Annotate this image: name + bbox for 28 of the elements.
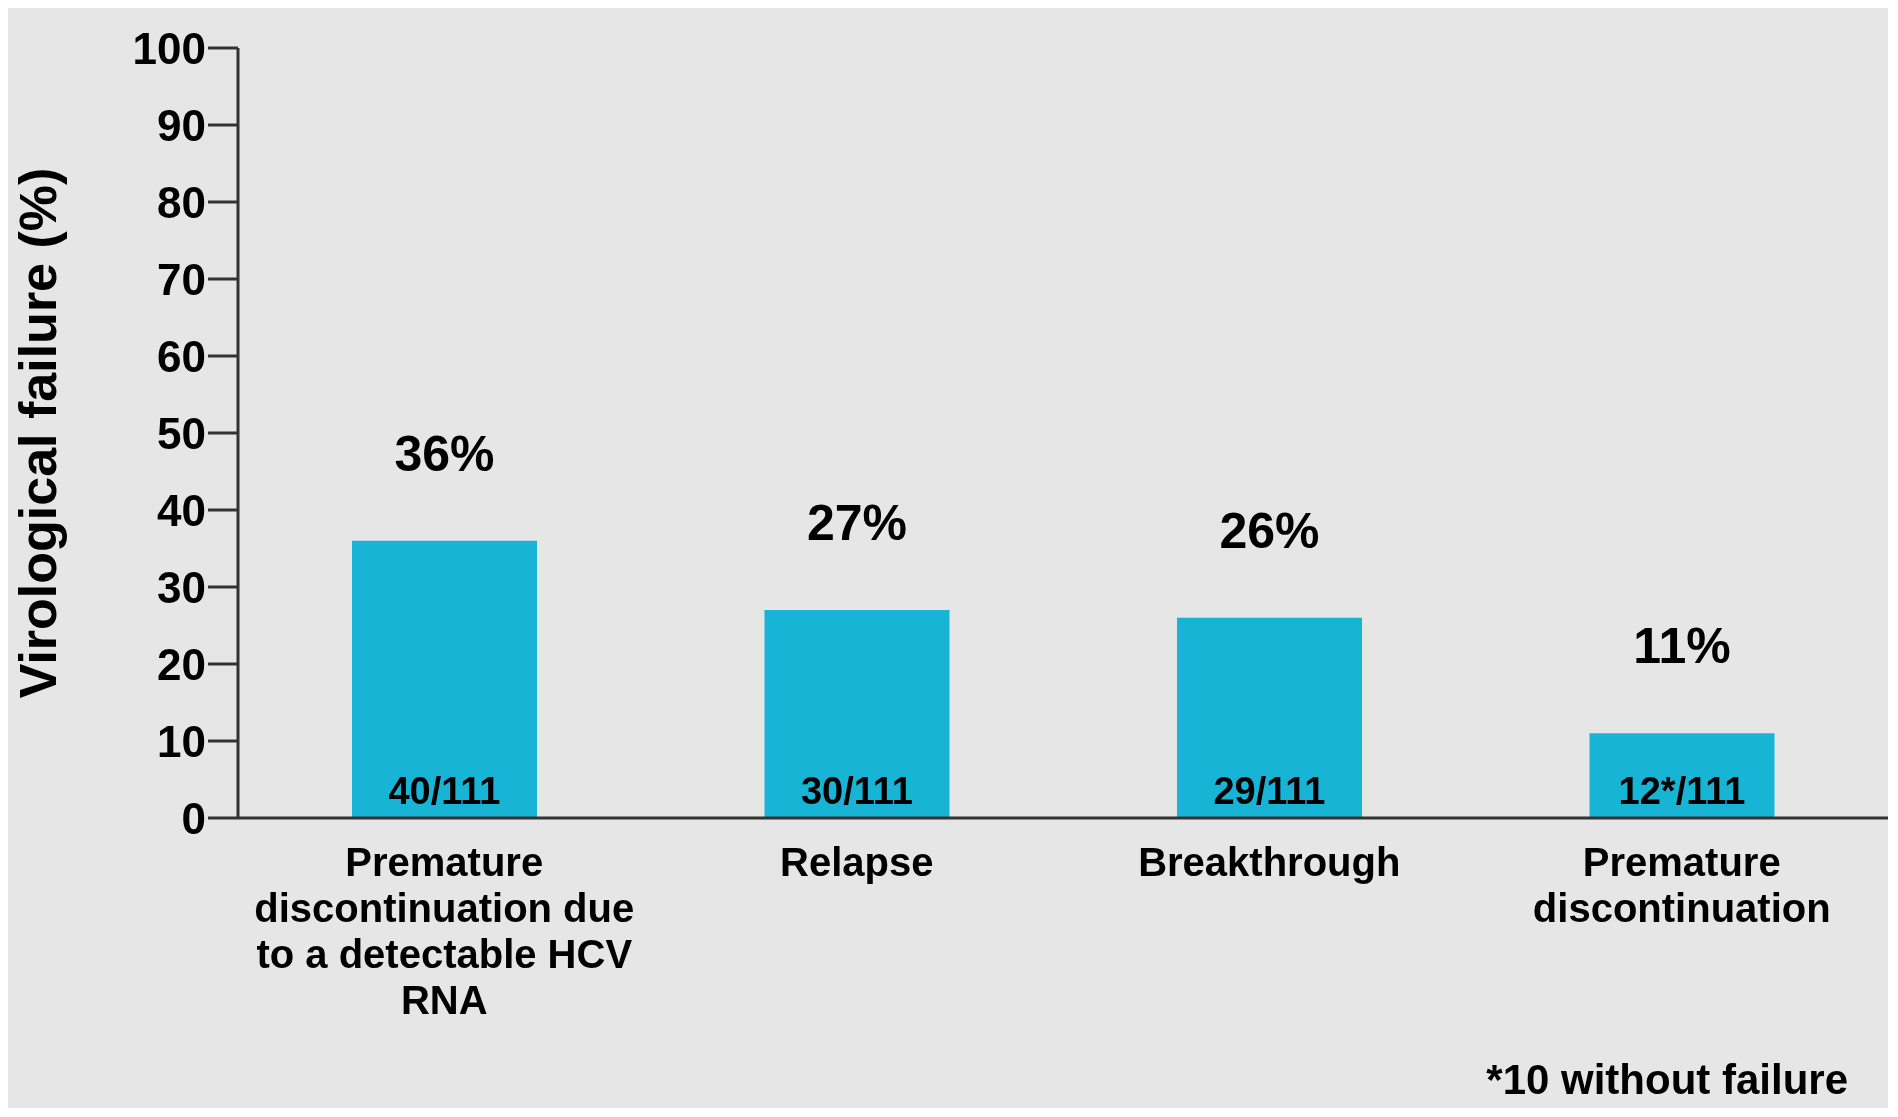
data-label: 26%	[1219, 502, 1320, 559]
bar	[1177, 617, 1362, 818]
y-tick-label: 60	[157, 331, 206, 381]
x-tick-label: Premature discontinuation	[1532, 840, 1831, 930]
annotation: 29/111	[1213, 770, 1326, 812]
x-tick-label: Premature discontinuation due to a detectable HCV RNA	[254, 840, 635, 1022]
y-tick-label: 50	[157, 408, 206, 458]
annotation: 12*/111	[1618, 770, 1746, 812]
bar	[352, 540, 537, 818]
annotation: 30/111	[800, 770, 914, 812]
x-tick-label: Breakthrough	[1138, 840, 1401, 884]
data-label: 36%	[394, 425, 495, 482]
bar	[764, 610, 950, 818]
y-tick-label: 70	[157, 254, 206, 304]
y-tick-label: 30	[157, 562, 206, 612]
x-tick-label: Relapse	[780, 840, 934, 884]
data-label: 11%	[1633, 618, 1731, 675]
y-tick-label: 10	[157, 716, 206, 766]
y-axis-title: Virological failure (%)	[9, 167, 68, 699]
text: *10 without failure	[1486, 1056, 1848, 1104]
annotation: 40/111	[388, 770, 501, 812]
data-label: 27%	[806, 495, 908, 552]
y-tick-label: 80	[157, 177, 206, 227]
y-tick-label: 0	[181, 793, 206, 843]
y-tick-label: 20	[157, 639, 206, 689]
y-tick-label: 40	[157, 485, 206, 535]
y-tick-label: 90	[157, 100, 206, 150]
y-tick-label: 100	[132, 23, 206, 73]
